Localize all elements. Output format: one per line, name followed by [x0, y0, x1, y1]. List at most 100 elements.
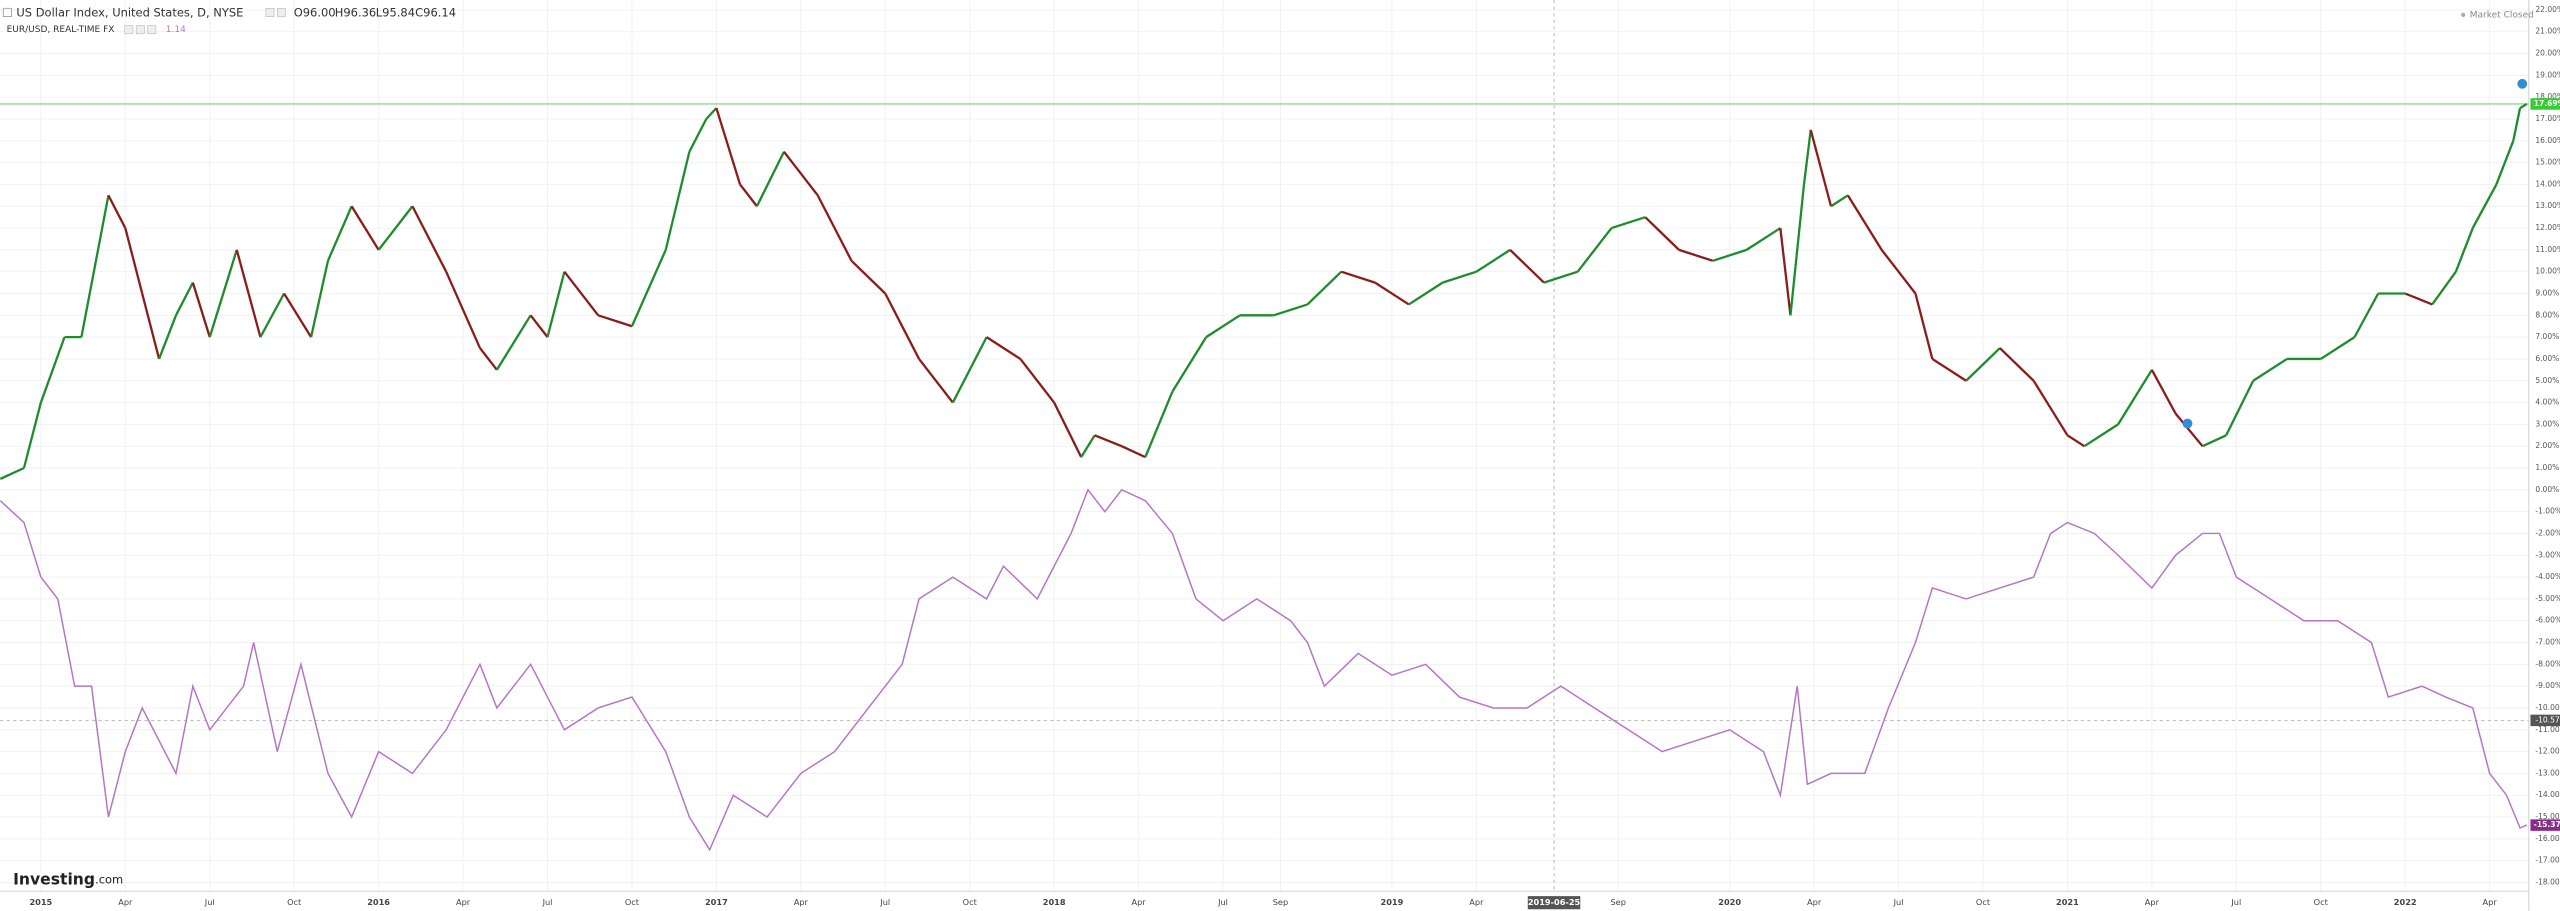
candle-segment — [1779, 227, 1792, 316]
y-tick-label: -11.00% — [2535, 725, 2560, 734]
y-tick-label: 4.00% — [2535, 398, 2559, 407]
y-tick-label: 5.00% — [2535, 376, 2559, 385]
candle-segment — [2032, 380, 2069, 436]
y-tick-label: 22.00% — [2535, 5, 2560, 14]
last-value-label: -15.37% — [2534, 820, 2560, 829]
crosshair-y-label: -10.57 — [2535, 715, 2559, 724]
y-tick-label: 1.00% — [2535, 463, 2559, 472]
candle-segment — [715, 107, 742, 185]
status-dot — [2461, 12, 2466, 18]
candle-segment — [191, 282, 211, 338]
candle-segment — [1802, 129, 1812, 185]
candle-segment — [755, 151, 785, 207]
candle-segment — [1830, 194, 1849, 208]
x-tick-label: Oct — [625, 897, 640, 907]
x-tick-label: Oct — [963, 897, 978, 907]
candle-segment — [597, 314, 633, 328]
icon[interactable] — [265, 7, 275, 17]
crosshair-x-badge — [1527, 896, 1581, 910]
candle-segment — [2174, 412, 2204, 447]
candle-segment — [918, 358, 954, 404]
icon[interactable] — [147, 25, 157, 35]
candle-segment — [529, 314, 549, 338]
compare-value: 1.14 — [166, 25, 186, 35]
x-tick-label: 2021 — [2056, 897, 2079, 907]
badge[interactable] — [2182, 418, 2193, 429]
y-tick-label: 3.00% — [2535, 419, 2559, 428]
candle-segment — [2512, 107, 2522, 142]
chart-title: US Dollar Index, United States, D, NYSE — [16, 6, 243, 20]
y-tick-label: -1.00% — [2535, 507, 2560, 516]
marks — [0, 0, 2529, 892]
badge[interactable] — [2517, 78, 2528, 89]
last-value-badge — [2530, 819, 2560, 831]
candle-segment — [1914, 293, 1934, 360]
candle-segment — [377, 205, 414, 251]
candle-segment — [850, 259, 887, 295]
y-tick-label: 18.00% — [2535, 92, 2560, 101]
candle-segment — [141, 293, 161, 360]
x-tick-label: Sep — [1273, 897, 1288, 907]
candle-segment — [208, 249, 238, 338]
candle-segment — [1408, 281, 1444, 306]
candle-segment — [1475, 248, 1511, 273]
candle-segment — [1611, 216, 1646, 230]
x-tick-label: Apr — [2145, 897, 2160, 907]
icon[interactable] — [277, 7, 286, 17]
candle-segment — [1576, 227, 1613, 273]
icon[interactable] — [124, 25, 134, 35]
y-tick-label: -2.00% — [2535, 528, 2560, 537]
candle-segment — [2202, 434, 2227, 448]
candle-segment — [1999, 347, 2035, 382]
y-tick-label: -14.00% — [2535, 790, 2560, 799]
candle-segment — [259, 292, 286, 338]
candle-segment — [495, 314, 532, 371]
candle-segment — [174, 282, 194, 316]
candle-segment — [350, 205, 380, 251]
low: L95.84 — [376, 6, 415, 20]
compare-title: EUR/USD, REAL-TIME FX — [7, 25, 115, 35]
x-tick-label: Apr — [1807, 897, 1822, 907]
icon[interactable] — [135, 25, 145, 35]
candle-segment — [1809, 129, 1833, 207]
crosshair-y-badge — [2530, 714, 2560, 727]
y-tick-label: 20.00% — [2535, 49, 2560, 58]
candle-segment — [1712, 248, 1747, 262]
open: O96.00 — [294, 6, 336, 20]
x-tick-label: 2022 — [2394, 897, 2417, 907]
x-tick-label: Oct — [287, 897, 302, 907]
high: H96.36 — [335, 6, 376, 20]
collapse-icon[interactable] — [2, 7, 12, 17]
market-status: Market Closed — [2470, 10, 2534, 20]
candle-segment — [2252, 357, 2288, 382]
candle-segment — [0, 466, 25, 480]
candle-segment — [445, 271, 482, 349]
y-tick-label: -8.00% — [2535, 659, 2560, 668]
candle-segment — [2454, 227, 2474, 273]
candle-segment — [1644, 216, 1680, 251]
x-tick-label: Apr — [456, 897, 471, 907]
candle-segment — [107, 194, 127, 229]
candle-segment — [1543, 270, 1579, 284]
x-tick-label: Apr — [1469, 897, 1484, 907]
candle-segment — [1789, 184, 1806, 316]
y-tick-label: 7.00% — [2535, 332, 2559, 341]
x-tick-label: Jul — [2230, 897, 2241, 907]
y-tick-label: -15.00% — [2535, 812, 2560, 821]
y-tick-label: 13.00% — [2535, 201, 2560, 210]
candle-segment — [158, 314, 178, 360]
candle-segment — [1846, 194, 1883, 251]
candle-segment — [2066, 434, 2085, 448]
candle-segment — [1306, 270, 1343, 306]
candle-segment — [688, 118, 708, 153]
candle-segment — [739, 183, 758, 207]
y-tick-label: 10.00% — [2535, 267, 2560, 276]
candle-segment — [1171, 336, 1208, 393]
candle-segment — [1880, 249, 1917, 295]
candle-segment — [1121, 445, 1146, 459]
candle-segment — [1965, 347, 2001, 382]
y-tick-label: -4.00% — [2535, 572, 2560, 581]
candle-segment — [985, 336, 1022, 360]
candle-segment — [546, 271, 566, 338]
